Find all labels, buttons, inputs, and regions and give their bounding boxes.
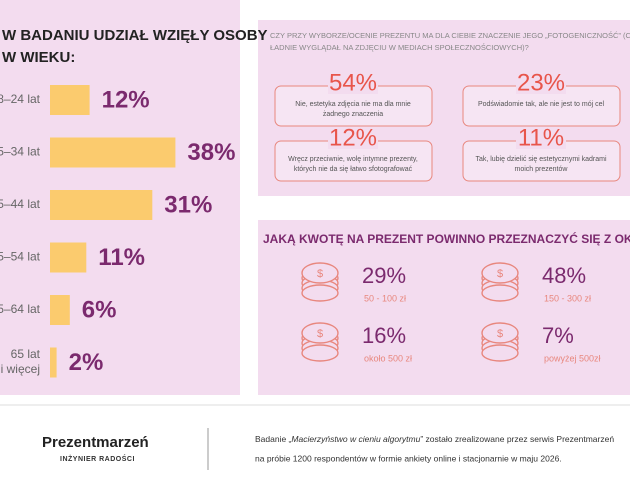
tagline: INŻYNIER RADOŚCI xyxy=(60,454,135,463)
coin-symbol: $ xyxy=(317,328,323,340)
coin xyxy=(301,344,339,362)
coin-symbol: $ xyxy=(497,328,503,340)
bar-value-label: 6% xyxy=(82,296,117,323)
amount-number: 16% xyxy=(362,323,406,348)
question: CZY PRZY WYBORZE/OCENIE PREZENTU MA DLA … xyxy=(270,31,630,40)
amount-range: około 500 zł xyxy=(364,353,412,363)
amount-range: powyżej 500zł xyxy=(544,353,601,363)
coin-top xyxy=(301,262,339,284)
answer-number-bg xyxy=(516,72,566,94)
answer-number: 54% xyxy=(329,69,377,96)
footer-part: Macierzyństwo w cieniu algorytmu xyxy=(291,434,420,444)
age-label: 65 lat xyxy=(11,347,41,361)
footer-line1: Badanie „Macierzyństwo w cieniu algorytm… xyxy=(255,434,614,444)
age-label: 35–44 lat xyxy=(0,197,41,211)
age-label: i więcej xyxy=(1,362,40,376)
amount-range: 150 - 300 zł xyxy=(544,293,591,303)
answer-number: 11% xyxy=(518,124,564,151)
answer-number-bg xyxy=(328,72,378,94)
answer-caption: Nie, estetyka zdjęcia nie ma dla mnie xyxy=(295,101,411,108)
answer-caption: żadnego znaczenia xyxy=(323,111,383,118)
amount-number: 29% xyxy=(362,263,406,288)
bar xyxy=(50,295,70,325)
amount-number: 48% xyxy=(542,263,586,288)
bar xyxy=(50,242,87,273)
footer-part: Badanie „ xyxy=(255,434,292,444)
bar xyxy=(50,190,153,220)
bar xyxy=(50,137,176,168)
age-title: W WIEKU: xyxy=(2,49,75,66)
bar-value-label: 12% xyxy=(102,86,150,113)
answer-caption: moich prezentów xyxy=(515,166,569,173)
age-label: 45–54 lat xyxy=(0,250,41,264)
answer-number: 23% xyxy=(517,69,565,96)
coin xyxy=(481,344,519,362)
coin-symbol: $ xyxy=(317,268,323,280)
answer-number-bg xyxy=(516,127,566,149)
answer-number-bg xyxy=(328,127,378,149)
answer-caption: Wręcz przeciwnie, wolę intymne prezenty, xyxy=(288,156,418,163)
amount-panel-bg xyxy=(258,220,630,395)
age-label: 55–64 lat xyxy=(0,302,41,316)
answer-caption: Tak, lubię dzielić się estetycznymi kadr… xyxy=(475,156,607,163)
age-label: 25–34 lat xyxy=(0,145,41,159)
coin-symbol: $ xyxy=(497,268,503,280)
amount-number: 7% xyxy=(542,323,574,348)
footer-line2: na próbie 1200 respondentów w formie ank… xyxy=(255,453,562,463)
answer-caption: Podświadomie tak, ale nie jest to mój ce… xyxy=(478,101,605,108)
answer-number: 12% xyxy=(329,124,377,151)
coin xyxy=(481,284,519,302)
footer-part: ” zostało zrealizowane przez serwis Prez… xyxy=(420,434,614,444)
question: ŁADNIE WYGLĄDAŁ NA ZDJĘCIU W MEDIACH SPO… xyxy=(270,43,529,52)
amount-range: 50 - 100 zł xyxy=(364,293,406,303)
coin-top xyxy=(481,322,519,344)
amount-title: JAKĄ KWOTĘ NA PREZENT POWINNO PRZEZNACZY… xyxy=(263,231,630,246)
bar xyxy=(50,347,57,378)
answer-caption: których nie da się łatwo sfotografować xyxy=(294,166,413,173)
bar xyxy=(50,85,90,115)
bar-value-label: 11% xyxy=(98,244,145,271)
age-label: 18–24 lat xyxy=(0,92,41,106)
coin-top xyxy=(301,322,339,344)
bar-value-label: 31% xyxy=(164,191,212,218)
bar-value-label: 2% xyxy=(69,349,104,376)
logo: Prezentmarzeń xyxy=(42,434,149,451)
bar-value-label: 38% xyxy=(187,139,235,166)
coin-top xyxy=(481,262,519,284)
photo-panel-bg xyxy=(258,20,630,196)
coin xyxy=(301,284,339,302)
age-title: W BADANIU UDZIAŁ WZIĘŁY OSOBY xyxy=(2,27,268,44)
